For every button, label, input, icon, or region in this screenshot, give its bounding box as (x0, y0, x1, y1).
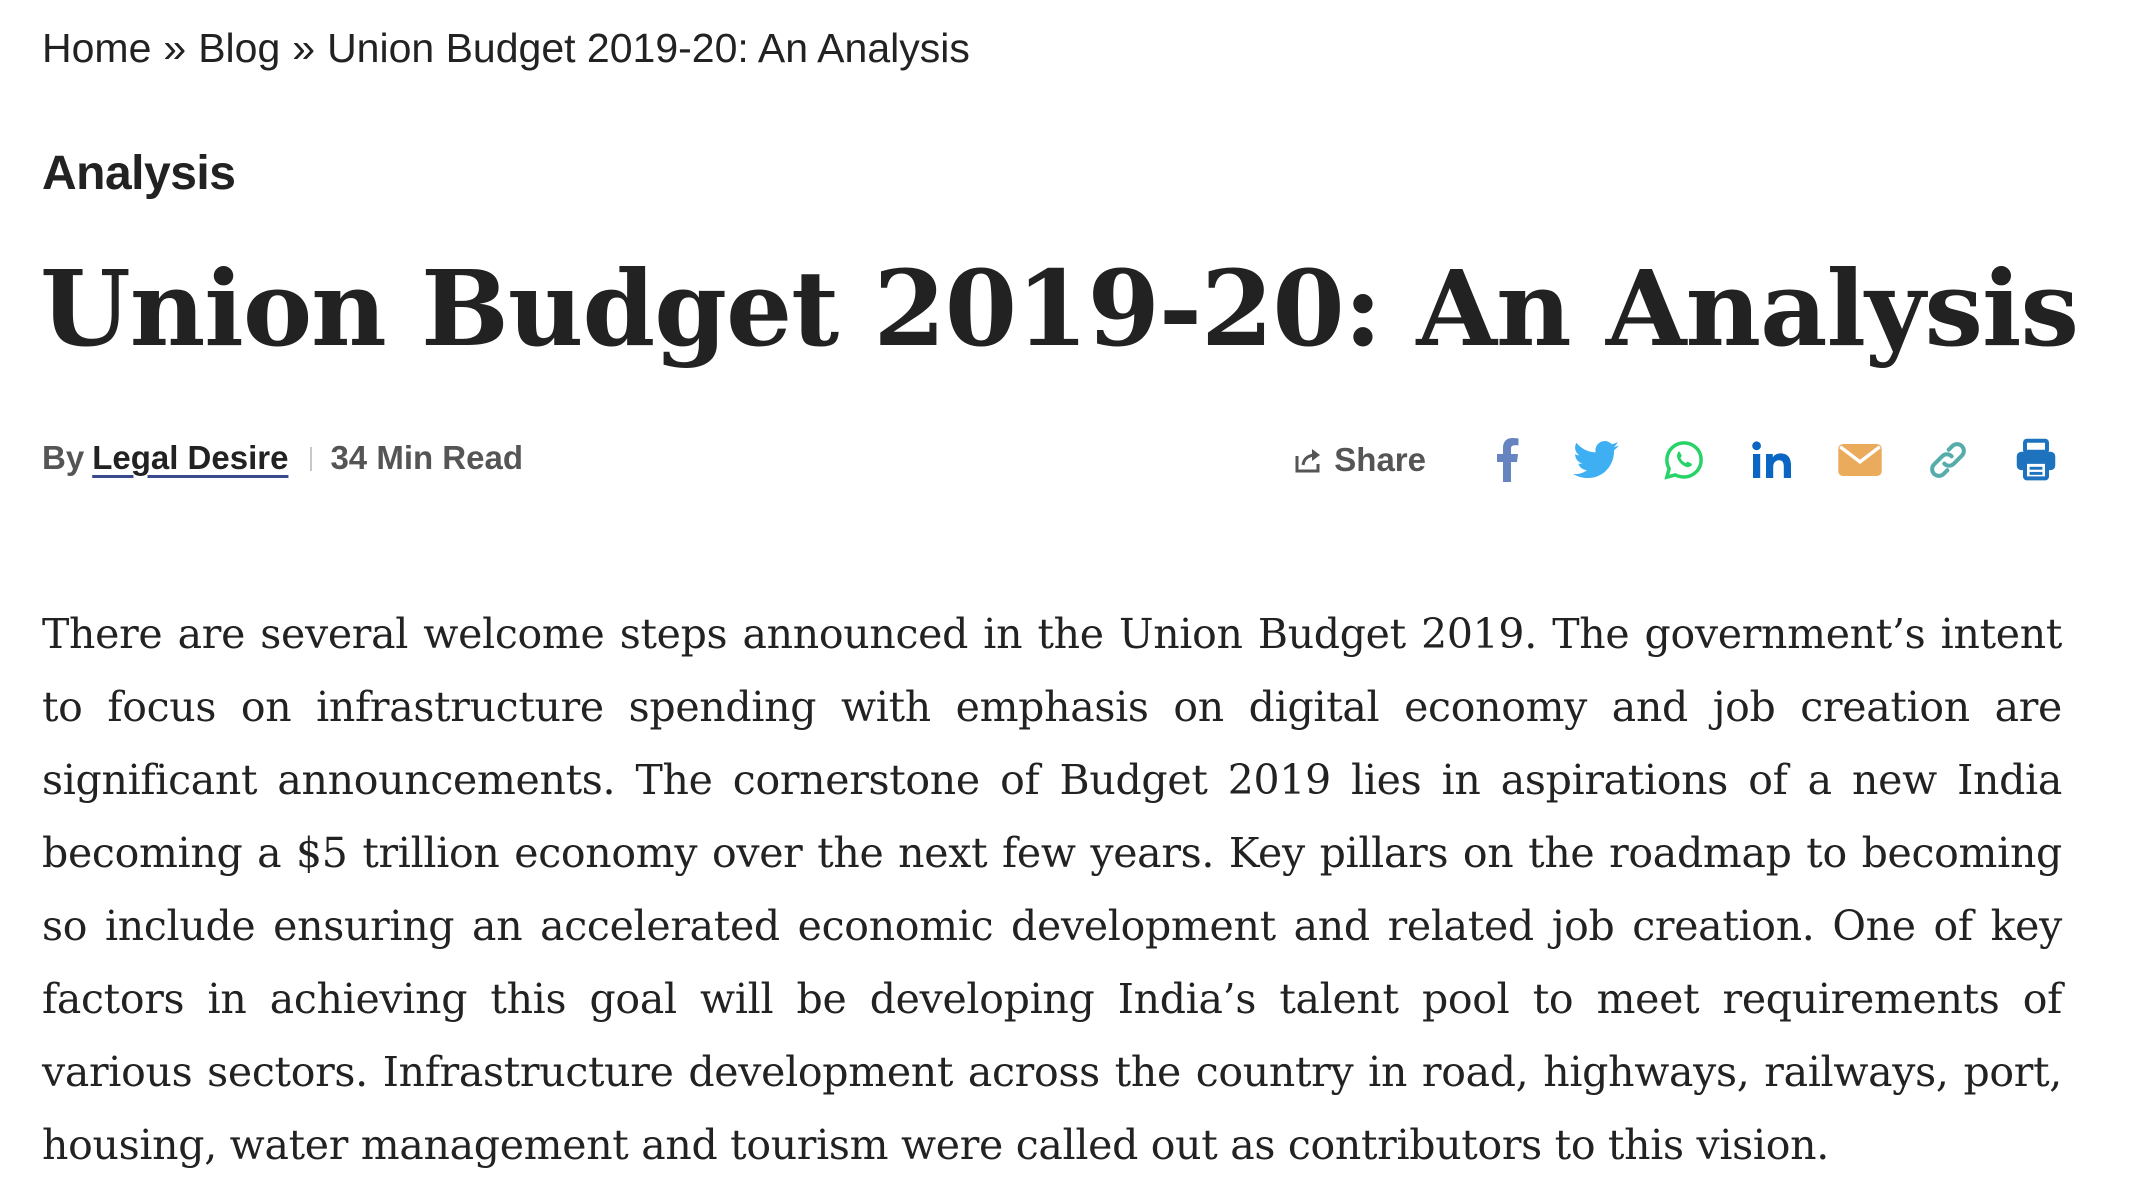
breadcrumb: Home» Blog» Union Budget 2019-20: An Analy… (42, 20, 970, 76)
copy-link-button[interactable] (1922, 434, 1974, 486)
linkedin-icon (1752, 441, 1791, 478)
page-title: Union Budget 2019-20: An Analysis (40, 247, 2079, 370)
share-icon (1295, 449, 1321, 473)
breadcrumb-current: Union Budget 2019-20: An Analysis (327, 25, 970, 71)
share-bar: Share (1294, 432, 2062, 488)
author-link[interactable]: Legal Desire (92, 439, 289, 476)
byline-prefix: By (42, 439, 85, 476)
article-paragraph: There are several welcome steps announce… (42, 610, 2062, 1169)
breadcrumb-separator: » (163, 25, 187, 71)
category-label[interactable]: Analysis (42, 147, 236, 200)
facebook-share-button[interactable] (1482, 434, 1534, 486)
whatsapp-icon (1664, 441, 1703, 480)
whatsapp-share-button[interactable] (1658, 434, 1710, 486)
share-text: Share (1334, 441, 1426, 478)
breadcrumb-blog-link[interactable]: Blog (198, 25, 281, 71)
email-share-button[interactable] (1834, 434, 1886, 486)
print-button[interactable] (2010, 434, 2062, 486)
twitter-share-button[interactable] (1570, 434, 1622, 486)
email-icon (1838, 443, 1882, 477)
breadcrumb-home-link[interactable]: Home (42, 25, 152, 71)
twitter-icon (1573, 441, 1619, 479)
share-label: Share (1294, 441, 1426, 479)
post-meta: By Legal Desire 34 Min Read (42, 430, 523, 486)
breadcrumb-separator: » (292, 25, 316, 71)
meta-divider (310, 447, 313, 471)
facebook-icon (1497, 438, 1519, 482)
linkedin-share-button[interactable] (1746, 434, 1798, 486)
link-icon (1930, 442, 1966, 478)
print-icon (2016, 438, 2056, 481)
read-time: 34 Min Read (330, 439, 524, 476)
